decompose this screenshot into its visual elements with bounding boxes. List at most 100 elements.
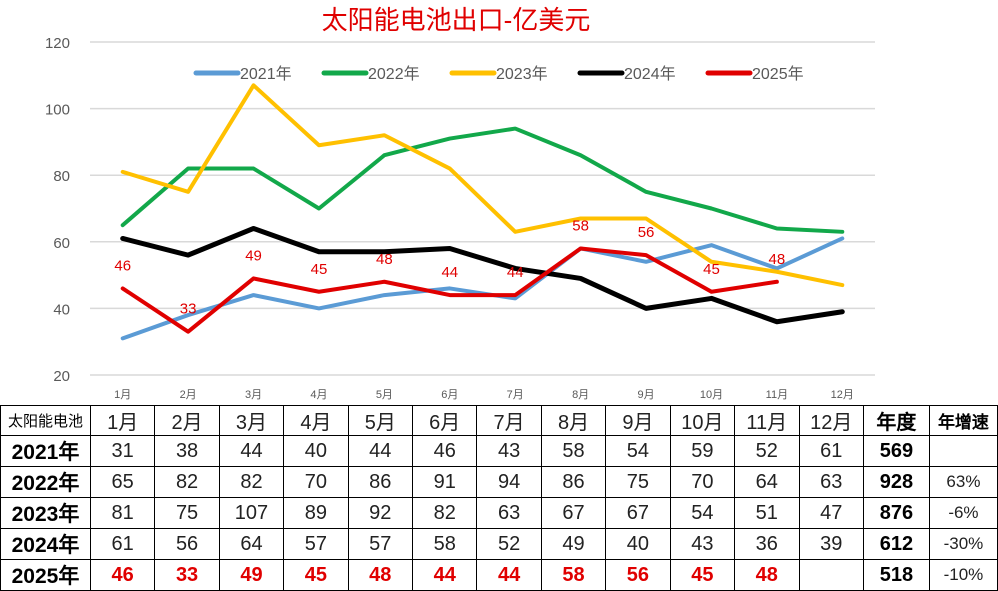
table-cell: 63 — [477, 498, 541, 529]
data-label: 45 — [311, 261, 328, 278]
x-tick-label: 4月 — [310, 389, 327, 401]
column-header: 2月 — [155, 406, 219, 436]
table-cell: 75 — [606, 467, 670, 498]
y-tick-label: 60 — [53, 235, 70, 252]
x-tick-label: 6月 — [441, 389, 458, 401]
y-tick-label: 20 — [53, 368, 70, 385]
table-cell: 36 — [735, 529, 799, 560]
table-cell: 67 — [541, 498, 605, 529]
table-cell: 44 — [219, 436, 283, 467]
table-cell: 45 — [670, 560, 734, 591]
data-label: 44 — [507, 264, 524, 281]
data-label: 45 — [703, 261, 720, 278]
table-cell: 67 — [606, 498, 670, 529]
total-cell: 569 — [863, 436, 929, 467]
legend-label: 2024年 — [624, 65, 676, 83]
table-cell: 58 — [413, 529, 477, 560]
total-cell: 928 — [863, 467, 929, 498]
table-cell: 82 — [219, 467, 283, 498]
table-cell: 48 — [735, 560, 799, 591]
row-label: 2023年 — [1, 498, 91, 529]
row-label: 2022年 — [1, 467, 91, 498]
x-tick-label: 5月 — [376, 389, 393, 401]
legend-label: 2025年 — [752, 65, 804, 83]
legend-label: 2023年 — [496, 65, 548, 83]
y-tick-label: 100 — [45, 102, 70, 119]
table-cell: 61 — [799, 436, 863, 467]
growth-cell: -6% — [929, 498, 997, 529]
data-label: 46 — [114, 257, 131, 274]
table-cell: 65 — [90, 467, 154, 498]
table-cell: 58 — [541, 560, 605, 591]
x-tick-label: 1月 — [114, 389, 131, 401]
data-label: 48 — [769, 251, 786, 268]
table-cell: 31 — [90, 436, 154, 467]
table-cell: 64 — [735, 467, 799, 498]
series-line-2022年 — [123, 129, 843, 232]
x-tick-label: 2月 — [180, 389, 197, 401]
table-cell: 46 — [413, 436, 477, 467]
table-cell: 57 — [284, 529, 348, 560]
table-cell: 47 — [799, 498, 863, 529]
table-cell: 89 — [284, 498, 348, 529]
table-cell: 44 — [477, 560, 541, 591]
table-cell: 33 — [155, 560, 219, 591]
column-header: 10月 — [670, 406, 734, 436]
table-cell: 82 — [413, 498, 477, 529]
total-cell: 876 — [863, 498, 929, 529]
growth-cell — [929, 436, 997, 467]
row-label: 2024年 — [1, 529, 91, 560]
table-cell: 70 — [284, 467, 348, 498]
row-label: 2021年 — [1, 436, 91, 467]
data-label: 49 — [245, 247, 262, 264]
table-cell: 54 — [606, 436, 670, 467]
table-cell: 40 — [606, 529, 670, 560]
table-cell: 46 — [90, 560, 154, 591]
column-header: 5月 — [348, 406, 412, 436]
legend-label: 2022年 — [368, 65, 420, 83]
growth-cell: -30% — [929, 529, 997, 560]
table-cell: 107 — [219, 498, 283, 529]
column-header: 8月 — [541, 406, 605, 436]
x-tick-label: 10月 — [700, 389, 723, 401]
table-cell: 52 — [735, 436, 799, 467]
growth-cell: -10% — [929, 560, 997, 591]
y-tick-label: 80 — [53, 168, 70, 185]
column-header: 4月 — [284, 406, 348, 436]
legend-label: 2021年 — [240, 65, 292, 83]
table-cell: 48 — [348, 560, 412, 591]
corner-header: 太阳能电池 — [1, 406, 91, 436]
data-label: 33 — [180, 301, 197, 318]
table-cell: 45 — [284, 560, 348, 591]
table-cell: 61 — [90, 529, 154, 560]
column-header: 12月 — [799, 406, 863, 436]
growth-header: 年增速 — [929, 406, 997, 436]
column-header: 7月 — [477, 406, 541, 436]
x-tick-label: 11月 — [766, 389, 788, 401]
column-header: 6月 — [413, 406, 477, 436]
y-tick-label: 40 — [53, 301, 70, 318]
column-header: 9月 — [606, 406, 670, 436]
table-cell: 40 — [284, 436, 348, 467]
table-cell: 86 — [541, 467, 605, 498]
table-cell: 75 — [155, 498, 219, 529]
row-label: 2025年 — [1, 560, 91, 591]
table-cell: 94 — [477, 467, 541, 498]
table-cell: 39 — [799, 529, 863, 560]
data-label: 48 — [376, 251, 393, 268]
table-cell: 82 — [155, 467, 219, 498]
table-cell: 64 — [219, 529, 283, 560]
table-cell: 56 — [155, 529, 219, 560]
data-label: 56 — [638, 224, 655, 241]
table-cell: 58 — [541, 436, 605, 467]
table-cell: 92 — [348, 498, 412, 529]
table-cell: 43 — [477, 436, 541, 467]
table-cell: 38 — [155, 436, 219, 467]
